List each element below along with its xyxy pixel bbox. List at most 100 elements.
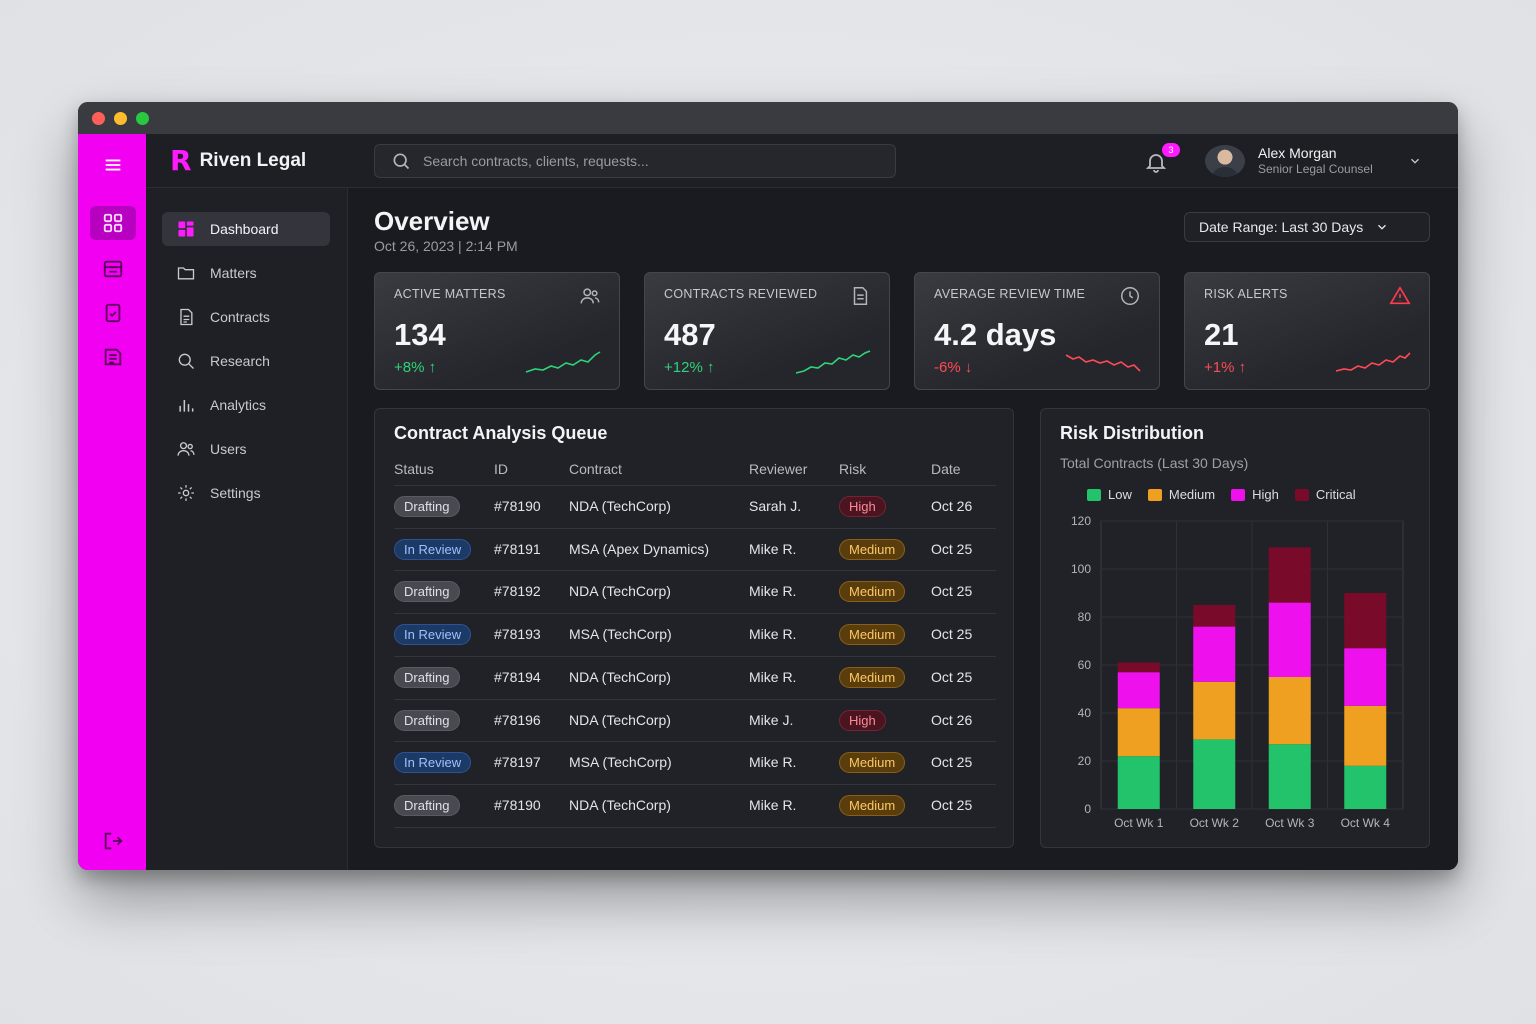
logo-mark: R [170, 144, 192, 177]
contract-name[interactable]: NDA (TechCorp) [569, 711, 671, 728]
risk-badge: Medium [839, 538, 906, 560]
bar-segment-high [1193, 626, 1236, 682]
bell-icon[interactable] [1144, 150, 1168, 174]
kpi-active-matters[interactable]: ACTIVE MATTERS 134 +8% ↑ [374, 272, 620, 390]
close-window-button[interactable] [92, 111, 105, 125]
column-header-contract[interactable]: Contract [569, 461, 622, 477]
clock-icon [1121, 287, 1139, 305]
app-name: Riven Legal [199, 150, 307, 171]
contract-date: Oct 26 [931, 711, 973, 728]
sidebar-item-analytics[interactable]: Analytics [162, 388, 330, 422]
rail-documents-button[interactable] [90, 296, 136, 330]
users-icon [580, 288, 600, 304]
contract-name[interactable]: NDA (TechCorp) [569, 668, 671, 685]
contract-name[interactable]: MSA (Apex Dynamics) [569, 540, 710, 557]
users-icon [177, 442, 195, 456]
chevron-down-icon[interactable] [1408, 154, 1422, 168]
contract-id: #78196 [494, 711, 541, 728]
page-datetime: Oct 26, 2023 | 2:14 PM [374, 238, 518, 254]
minimize-window-button[interactable] [114, 111, 127, 125]
reviewer-name: Mike R. [749, 754, 797, 771]
folder-icon [177, 267, 195, 280]
bar-segment-high [1117, 672, 1160, 709]
column-header-date[interactable]: Date [931, 461, 961, 477]
maximize-window-button[interactable] [136, 111, 149, 125]
reviewer-name: Sarah J. [749, 498, 802, 514]
kpi-label: AVERAGE REVIEW TIME [934, 287, 1086, 301]
sidebar-item-settings[interactable]: Settings [162, 476, 330, 510]
contract-name[interactable]: NDA (TechCorp) [569, 498, 671, 514]
legend-swatch [1231, 488, 1246, 501]
legend-item[interactable]: Low [1087, 487, 1132, 502]
app-logo[interactable]: R Riven Legal [170, 144, 307, 177]
kpi-label: ACTIVE MATTERS [394, 287, 506, 301]
table-row[interactable]: In Review #78191 MSA (Apex Dynamics) Mike R… [394, 527, 996, 571]
rail-dashboard-button[interactable] [90, 206, 136, 240]
document-icon [853, 287, 868, 305]
main-content: Overview Oct 26, 2023 | 2:14 PM Date Ran… [348, 188, 1458, 870]
warning-icon [1389, 286, 1411, 305]
kpi-average-review-time[interactable]: AVERAGE REVIEW TIME 4.2 days -6% ↓ [914, 272, 1160, 390]
search-input[interactable] [423, 153, 863, 169]
column-header-status[interactable]: Status [394, 461, 434, 477]
window-titlebar [78, 102, 1458, 134]
contract-name[interactable]: MSA (TechCorp) [569, 754, 672, 771]
table-row[interactable]: Drafting #78190 NDA (TechCorp) Sarah J. High… [394, 485, 996, 528]
sparkline [1335, 352, 1411, 372]
column-header-reviewer[interactable]: Reviewer [749, 461, 808, 477]
bar-chart-icon [179, 400, 194, 412]
sidebar-item-users[interactable]: Users [162, 432, 330, 466]
bar-segment-medium [1117, 708, 1160, 757]
sidebar-item-research[interactable]: Research [162, 344, 330, 378]
x-tick-label: Oct Wk 3 [1265, 816, 1315, 830]
kpi-contracts-reviewed[interactable]: CONTRACTS REVIEWED 487 +12% ↑ [644, 272, 890, 390]
sidebar-item-label: Users [210, 441, 247, 457]
bar-segment-high [1268, 602, 1311, 677]
kpi-change: +1% ↑ [1204, 359, 1247, 376]
reviewer-name: Mike R. [749, 668, 797, 685]
risk-title: Risk Distribution [1060, 423, 1205, 443]
x-tick-label: Oct Wk 2 [1190, 816, 1240, 830]
menu-button[interactable] [90, 148, 136, 182]
contract-date: Oct 25 [931, 668, 973, 685]
status-badge: Drafting [394, 794, 460, 816]
y-tick-label: 40 [1078, 706, 1092, 720]
kpi-change: +12% ↑ [664, 359, 715, 376]
contract-name[interactable]: NDA (TechCorp) [569, 796, 671, 813]
sidebar-item-label: Settings [210, 485, 261, 501]
stacked-bar-chart: 0 20 40 60 80 100 120 Oct Wk 1 Oct Wk 2 Oct Wk 3 O… [1071, 514, 1404, 830]
logout-button[interactable] [90, 824, 136, 858]
table-row[interactable]: Drafting #78192 NDA (TechCorp) Mike R. Mediu… [394, 570, 996, 613]
column-header-risk[interactable]: Risk [839, 461, 867, 477]
table-row[interactable]: Drafting #78194 NDA (TechCorp) Mike R. Mediu… [394, 655, 996, 699]
table-row[interactable]: Drafting #78196 NDA (TechCorp) Mike J. High O… [394, 698, 996, 742]
table-row[interactable]: In Review #78197 MSA (TechCorp) Mike R. Medi… [394, 741, 996, 784]
bar-segment-low [1268, 744, 1311, 809]
kpi-risk-alerts[interactable]: RISK ALERTS 21 +1% ↑ [1184, 272, 1430, 390]
sidebar-item-contracts[interactable]: Contracts [162, 300, 330, 334]
avatar[interactable] [1205, 145, 1245, 177]
column-header-id[interactable]: ID [494, 461, 508, 477]
contract-id: #78194 [494, 668, 541, 685]
contract-id: #78190 [494, 796, 541, 813]
rail-reports-button[interactable] [90, 340, 136, 374]
sidebar-item-matters[interactable]: Matters [162, 256, 330, 290]
risk-distribution-panel: Risk Distribution Total Contracts (Last … [1040, 408, 1430, 848]
table-row[interactable]: In Review #78193 MSA (TechCorp) Mike R. Medi… [394, 613, 996, 656]
legend-item[interactable]: Critical [1294, 487, 1356, 502]
contract-name[interactable]: NDA (TechCorp) [569, 583, 671, 600]
table-row[interactable]: Drafting #78190 NDA (TechCorp) Mike R. Mediu… [394, 783, 996, 827]
y-tick-label: 80 [1078, 610, 1092, 624]
rail-inbox-button[interactable] [90, 252, 136, 286]
inbox-icon [103, 260, 123, 278]
sidebar-item-label: Contracts [210, 309, 270, 325]
kpi-change: -6% ↓ [934, 359, 973, 376]
date-range-select[interactable]: Date Range: Last 30 Days [1184, 212, 1430, 242]
contract-name[interactable]: MSA (TechCorp) [569, 626, 672, 643]
contract-date: Oct 25 [931, 540, 973, 557]
legend-label: Critical [1315, 487, 1356, 502]
legend-item[interactable]: Medium [1147, 487, 1215, 502]
sidebar-item-dashboard[interactable]: Dashboard [162, 212, 330, 246]
kpi-value: 134 [394, 317, 446, 352]
legend-item[interactable]: High [1231, 487, 1279, 502]
